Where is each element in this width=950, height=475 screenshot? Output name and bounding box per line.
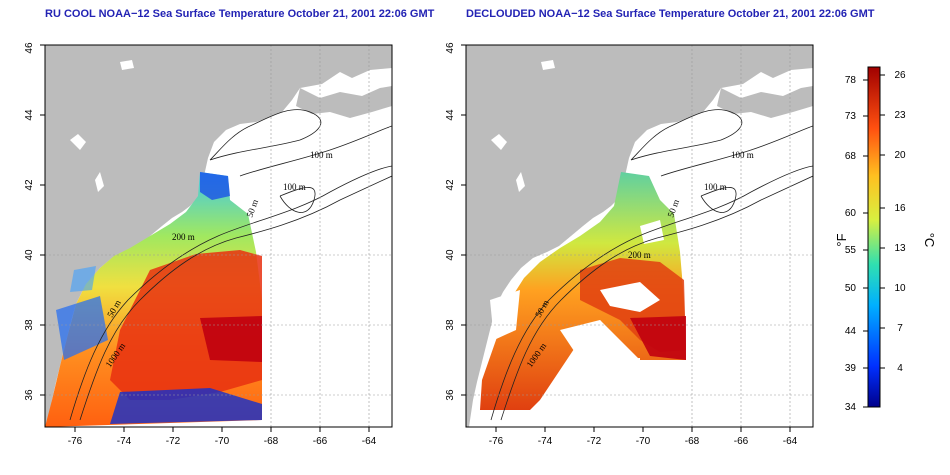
svg-text:44: 44 — [845, 326, 857, 337]
right-map: 100 m 100 m 50 m 200 m 1000 m 50 m -76 — [445, 42, 814, 447]
left-x-tick-labels: -76 -74 -72 -70 -68 -66 -64 — [68, 436, 377, 447]
svg-text:-66: -66 — [734, 436, 749, 447]
svg-text:-70: -70 — [636, 436, 651, 447]
svg-text:40: 40 — [24, 249, 35, 261]
colorbar-celsius-labels: 26 23 20 16 13 10 7 4 — [894, 70, 906, 374]
svg-text:44: 44 — [445, 109, 456, 121]
left-y-tick-labels: 36 38 40 42 44 46 — [24, 42, 35, 401]
svg-text:38: 38 — [24, 319, 35, 331]
svg-text:7: 7 — [897, 323, 903, 334]
svg-text:46: 46 — [445, 42, 456, 54]
left-x-ticks — [74, 427, 370, 432]
svg-text:46: 46 — [24, 42, 35, 54]
right-map-frame — [465, 44, 814, 428]
svg-text:10: 10 — [894, 283, 906, 294]
svg-text:20: 20 — [894, 150, 906, 161]
svg-text:16: 16 — [894, 203, 906, 214]
right-y-tick-labels: 36 38 40 42 44 46 — [445, 42, 456, 401]
svg-text:-70: -70 — [215, 436, 230, 447]
right-bathymetry-contours — [490, 109, 813, 421]
svg-text:42: 42 — [24, 179, 35, 191]
svg-text:-76: -76 — [489, 436, 504, 447]
svg-text:78: 78 — [845, 75, 857, 86]
left-bathymetry-contours — [69, 109, 392, 421]
right-map-title: DECLOUDED NOAA−12 Sea Surface Temperatur… — [466, 8, 875, 20]
colorbar-fahrenheit-unit: °F — [834, 233, 849, 246]
left-y-ticks — [40, 44, 45, 396]
colorbar-fahrenheit-labels: 78 73 68 60 55 50 44 39 34 — [845, 75, 857, 413]
colorbar-gradient — [867, 66, 881, 408]
right-contour-label-100m-b: 100 m — [704, 182, 727, 192]
svg-text:36: 36 — [24, 389, 35, 401]
svg-text:4: 4 — [897, 363, 903, 374]
left-contour-label-100m-a: 100 m — [310, 150, 333, 160]
right-contour-label-100m-a: 100 m — [731, 150, 754, 160]
svg-text:55: 55 — [845, 245, 857, 256]
svg-text:50: 50 — [845, 283, 857, 294]
svg-text:-64: -64 — [362, 436, 377, 447]
svg-text:26: 26 — [894, 70, 906, 81]
svg-text:39: 39 — [845, 363, 857, 374]
svg-text:-72: -72 — [166, 436, 181, 447]
left-map: 100 m 100 m 50 m 200 m 1000 m 50 m - — [24, 42, 393, 447]
svg-text:-66: -66 — [313, 436, 328, 447]
left-grid — [45, 45, 392, 427]
left-map-frame — [44, 44, 393, 428]
left-land-mass — [45, 45, 392, 427]
svg-text:-72: -72 — [587, 436, 602, 447]
svg-text:60: 60 — [845, 208, 857, 219]
left-contour-label-200m: 200 m — [172, 232, 195, 242]
left-contour-label-100m-b: 100 m — [283, 182, 306, 192]
svg-text:-64: -64 — [783, 436, 798, 447]
right-land-mass — [466, 45, 813, 427]
svg-text:-76: -76 — [68, 436, 83, 447]
colorbar-celsius-ticks — [880, 74, 885, 369]
svg-text:42: 42 — [445, 179, 456, 191]
right-x-tick-labels: -76 -74 -72 -70 -68 -66 -64 — [489, 436, 798, 447]
svg-text:23: 23 — [894, 110, 906, 121]
svg-text:38: 38 — [445, 319, 456, 331]
colorbar-fahrenheit-ticks — [863, 79, 868, 408]
svg-text:-74: -74 — [117, 436, 132, 447]
svg-text:-68: -68 — [685, 436, 700, 447]
right-x-ticks — [495, 427, 791, 432]
temperature-colorbar: 78 73 68 60 55 50 44 39 34 26 23 20 16 1… — [834, 66, 937, 413]
right-y-ticks — [461, 44, 466, 396]
right-grid — [466, 45, 813, 427]
svg-text:13: 13 — [894, 243, 906, 254]
svg-text:40: 40 — [445, 249, 456, 261]
svg-text:44: 44 — [24, 109, 35, 121]
colorbar-celsius-unit: °C — [922, 233, 937, 248]
svg-text:68: 68 — [845, 151, 857, 162]
svg-text:-68: -68 — [264, 436, 279, 447]
svg-text:73: 73 — [845, 111, 857, 122]
svg-text:-74: -74 — [538, 436, 553, 447]
svg-text:34: 34 — [845, 402, 857, 413]
left-map-title: RU COOL NOAA−12 Sea Surface Temperature … — [45, 8, 435, 20]
svg-text:36: 36 — [445, 389, 456, 401]
